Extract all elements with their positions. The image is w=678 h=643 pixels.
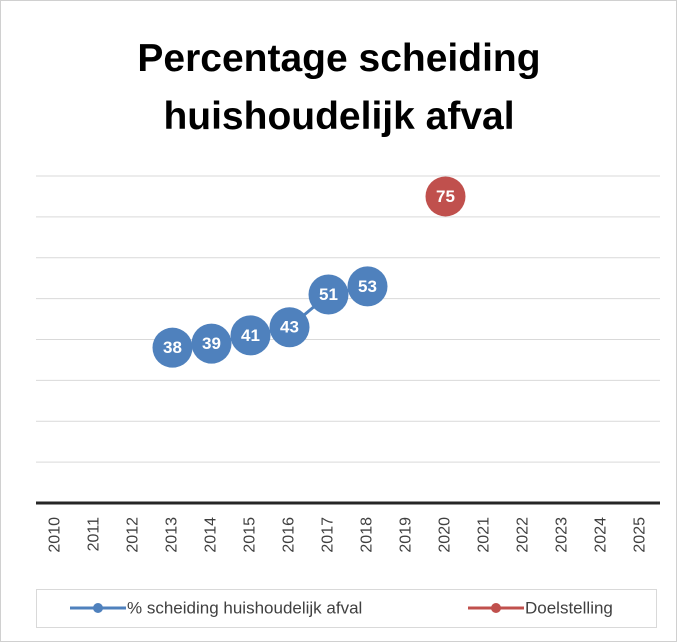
x-tick-label: 2023: [554, 517, 571, 553]
data-point: [269, 307, 310, 348]
x-tick-label: 2022: [515, 517, 532, 553]
data-label: 51: [319, 285, 338, 304]
data-label: 75: [436, 187, 455, 206]
legend-label: % scheiding huishoudelijk afval: [127, 598, 362, 617]
x-tick-label: 2012: [125, 517, 142, 553]
x-tick-label: 2025: [632, 517, 649, 553]
data-label: 38: [163, 338, 182, 357]
data-point: [308, 274, 349, 315]
x-tick-label: 2014: [203, 517, 220, 553]
x-tick-label: 2013: [164, 517, 181, 553]
data-point: [191, 323, 232, 364]
data-point: [230, 315, 271, 356]
data-label: 43: [280, 318, 299, 337]
data-label: 41: [241, 326, 260, 345]
data-label: 53: [358, 277, 377, 296]
data-point: [152, 327, 193, 368]
legend-marker: [491, 603, 501, 613]
legend-marker: [93, 603, 103, 613]
x-tick-label: 2010: [47, 517, 64, 553]
data-point: [347, 266, 388, 307]
x-tick-label: 2011: [86, 517, 103, 552]
x-tick-label: 2017: [320, 517, 337, 553]
legend-box: [36, 589, 657, 628]
x-tick-label: 2018: [359, 517, 376, 553]
chart-title: Percentage scheiding huishoudelijk afval: [137, 37, 541, 138]
x-tick-label: 2016: [281, 517, 298, 553]
data-point: [425, 176, 466, 217]
x-tick-label: 2019: [398, 517, 415, 553]
legend-label: Doelstelling: [525, 598, 613, 617]
x-tick-label: 2020: [437, 517, 454, 553]
x-tick-label: 2015: [242, 517, 259, 553]
x-tick-label: 2024: [593, 517, 610, 553]
x-tick-label: 2021: [476, 517, 493, 553]
data-label: 39: [202, 334, 221, 353]
